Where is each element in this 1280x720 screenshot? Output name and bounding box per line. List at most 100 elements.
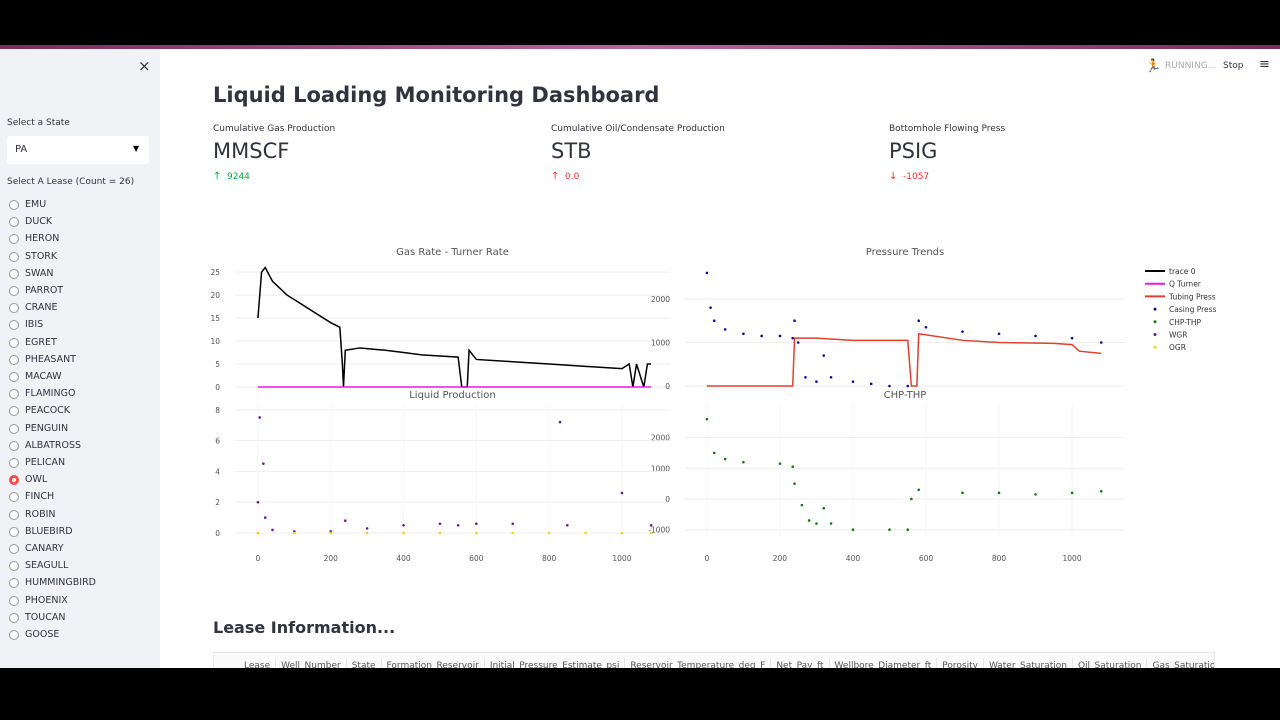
series-point [793, 482, 796, 485]
legend-label[interactable]: CHP-THP [1169, 318, 1201, 327]
radio[interactable] [9, 268, 19, 279]
series-point [760, 334, 763, 338]
status: RUNNING... [1165, 61, 1217, 71]
series-point [456, 523, 460, 527]
radio[interactable] [9, 630, 19, 640]
x-tick-label: 400 [846, 554, 861, 563]
stop-button[interactable]: Stop [1223, 61, 1244, 71]
lease-option: FINCH [25, 491, 55, 503]
series-point [402, 531, 405, 535]
radio[interactable] [9, 320, 19, 331]
series-point [705, 417, 709, 421]
lease-label: Select A Lease (Count = 26) [7, 177, 135, 187]
running-icon: 🏃 [1145, 59, 1162, 74]
menu-button[interactable]: ≡ [1259, 57, 1270, 72]
series-point [910, 497, 913, 501]
column-header[interactable]: Water_Saturation [984, 658, 1073, 668]
x-tick-label: 200 [773, 554, 788, 563]
lease-option: HUMMINGBIRD [25, 577, 96, 589]
legend-swatch [1153, 333, 1157, 336]
series-point [620, 531, 624, 535]
series-point [271, 528, 274, 532]
radio[interactable] [9, 561, 19, 572]
column-header[interactable]: Well_Number [276, 658, 347, 668]
series-point [778, 462, 782, 465]
radio[interactable] [9, 234, 19, 245]
series-point [1034, 334, 1037, 338]
metric-delta: -1057 [903, 172, 930, 182]
series-point [807, 519, 811, 522]
radio[interactable] [9, 354, 19, 365]
metric-value: MMSCF [213, 139, 290, 163]
radio[interactable] [9, 475, 19, 486]
series-point [547, 531, 551, 535]
y-tick-label: 6 [215, 437, 220, 446]
series-point [256, 531, 260, 535]
series-point [997, 491, 1001, 495]
lease-option: PARROT [25, 285, 64, 296]
lease-option: PEACOCK [25, 405, 71, 417]
radio[interactable] [9, 526, 19, 537]
charts: Gas Rate - Turner Rate0510152025Pressure… [210, 247, 1217, 563]
radio[interactable] [9, 389, 19, 400]
legend-label[interactable]: trace 0 [1169, 267, 1196, 276]
column-header[interactable]: Porosity [937, 658, 984, 668]
column-header[interactable]: Reservoir_Temperature_deg_F [625, 658, 772, 668]
lease-option: ALBATROSS [25, 439, 82, 451]
radio[interactable] [9, 492, 19, 503]
radio[interactable] [9, 200, 19, 210]
series-point [851, 380, 855, 383]
column-header[interactable]: Gas_Saturation [1147, 658, 1214, 668]
lease-option: IBIS [25, 319, 44, 331]
y-tick-label: 0 [665, 495, 670, 504]
series-point [343, 519, 347, 522]
column-header[interactable]: Lease [239, 658, 277, 668]
radio[interactable] [9, 578, 19, 589]
series-point [1070, 491, 1074, 495]
radio[interactable] [9, 612, 19, 623]
series-point [256, 500, 260, 504]
column-header[interactable]: State [347, 658, 382, 668]
series-point [438, 522, 442, 526]
radio[interactable] [9, 544, 19, 554]
metric-arrow: ↑ [213, 171, 222, 182]
legend-label[interactable]: Q Turner [1169, 280, 1202, 289]
radio[interactable] [9, 251, 19, 262]
column-header[interactable]: Initial_Pressure_Estimate_psi [485, 658, 626, 668]
column-header[interactable]: Formation_Reservoir [382, 658, 485, 668]
legend-swatch [1153, 320, 1157, 324]
radio[interactable] [9, 406, 19, 417]
column-header[interactable]: Net_Pay_ft [771, 658, 830, 668]
lease-option: SEAGULL [25, 560, 69, 572]
x-tick-label: 600 [469, 554, 484, 563]
series-point [263, 516, 267, 519]
legend-label[interactable]: Tubing Press [1168, 292, 1216, 301]
series-point [649, 531, 653, 535]
radio[interactable] [9, 440, 19, 451]
radio[interactable] [9, 303, 19, 314]
series-point [917, 319, 920, 323]
lease-option: DUCK [25, 216, 53, 228]
radio[interactable] [9, 337, 19, 348]
radio[interactable] [9, 458, 19, 468]
radio[interactable] [9, 217, 19, 228]
radio[interactable] [9, 595, 19, 606]
series-point [829, 375, 833, 379]
metric-value: PSIG [889, 139, 938, 163]
state-select[interactable]: PA ▼ [7, 136, 149, 164]
series-point [742, 460, 745, 464]
radio[interactable] [9, 509, 19, 520]
title: Liquid Loading Monitoring Dashboard [213, 83, 660, 107]
series-point [791, 465, 795, 469]
y-tick-label: 1000 [651, 338, 670, 347]
radio[interactable] [9, 372, 19, 382]
legend-label[interactable]: WGR [1169, 331, 1187, 340]
column-header[interactable]: Wellbore_Diameter_ft [830, 658, 938, 668]
legend-label[interactable]: OGR [1169, 343, 1186, 352]
close-button[interactable]: × [138, 57, 151, 75]
radio[interactable] [9, 286, 19, 296]
y-tick-label: 15 [210, 314, 220, 323]
radio[interactable] [9, 423, 19, 434]
legend-label[interactable]: Casing Press [1169, 305, 1217, 314]
column-header[interactable]: Oil_Saturation [1073, 658, 1148, 668]
